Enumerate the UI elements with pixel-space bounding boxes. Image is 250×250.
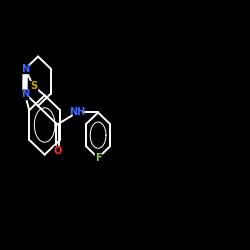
Text: N: N [21, 89, 29, 99]
Bar [22, 64, 28, 74]
Text: F: F [95, 153, 102, 163]
Bar [54, 146, 60, 156]
Text: O: O [53, 146, 62, 156]
Bar [95, 153, 101, 162]
Text: S: S [30, 81, 37, 91]
Bar [22, 90, 28, 98]
Text: NH: NH [69, 108, 85, 118]
Bar [73, 107, 81, 118]
Bar [30, 81, 37, 91]
Text: N: N [21, 64, 29, 74]
